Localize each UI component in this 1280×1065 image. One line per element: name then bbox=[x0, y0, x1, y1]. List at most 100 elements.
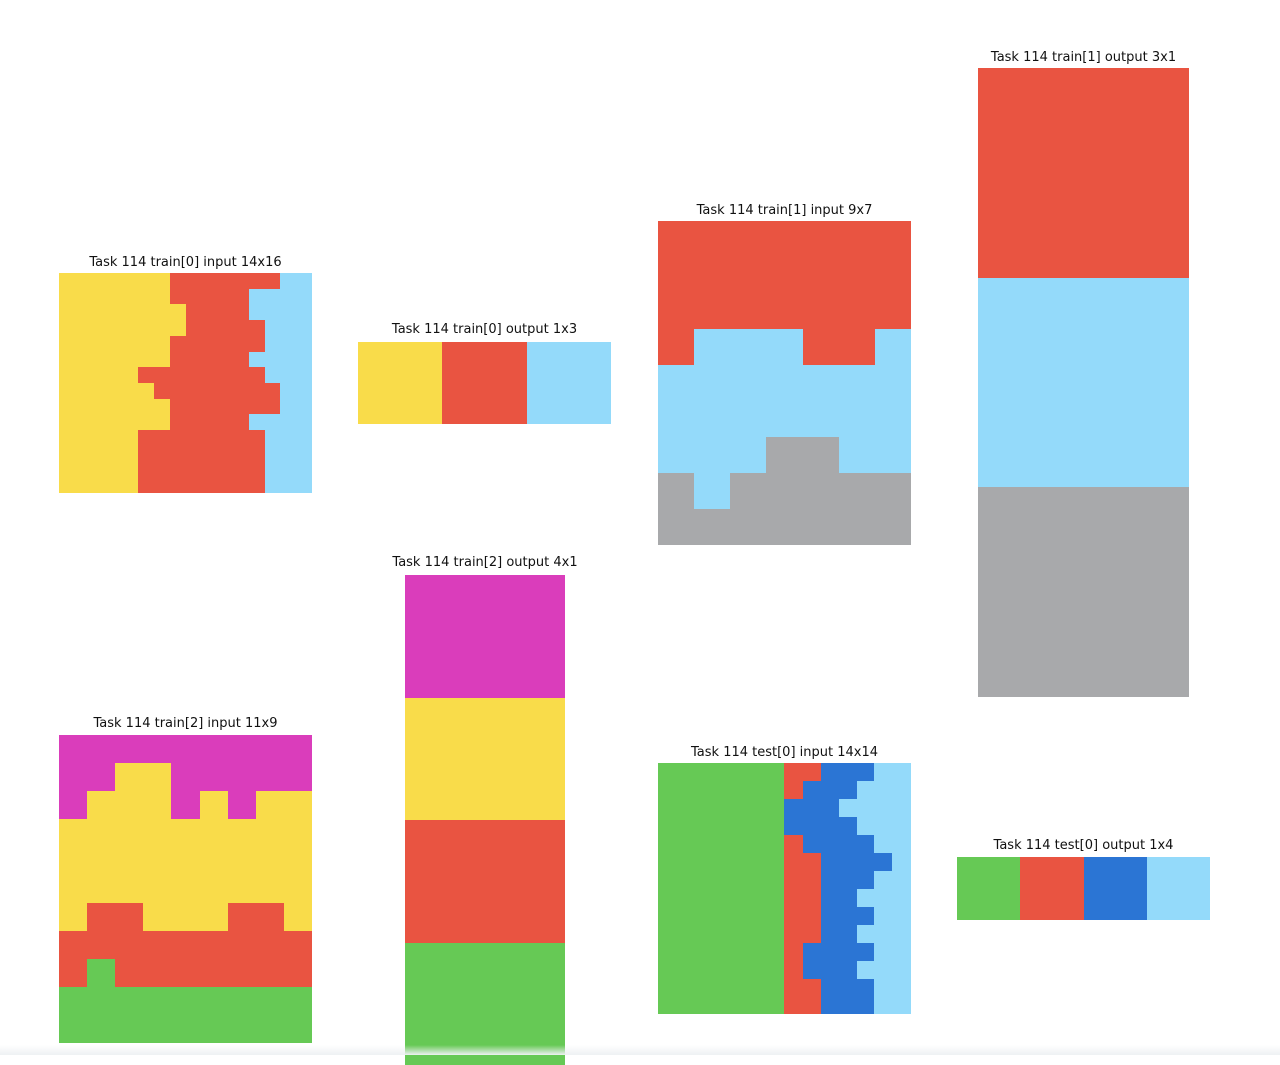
grid-cell bbox=[658, 509, 694, 545]
grid-cell bbox=[233, 273, 249, 289]
grid-cell bbox=[171, 903, 199, 931]
grid-cell bbox=[115, 735, 143, 763]
grid-cell bbox=[233, 399, 249, 415]
grid-cell bbox=[839, 257, 875, 293]
grid-cell bbox=[256, 819, 284, 847]
test-grid-overlay bbox=[658, 763, 911, 1014]
grid-cell bbox=[186, 477, 202, 493]
grid-cell bbox=[265, 336, 281, 352]
grid-cell bbox=[87, 959, 115, 987]
grid-cell bbox=[803, 437, 839, 473]
grid-cell bbox=[200, 847, 228, 875]
grid-cell bbox=[249, 383, 265, 399]
grid-cell bbox=[186, 399, 202, 415]
grid-cell bbox=[154, 320, 170, 336]
grid-cell bbox=[256, 987, 284, 1015]
grid-cell bbox=[87, 903, 115, 931]
grid-cell bbox=[186, 304, 202, 320]
grid-cell bbox=[106, 430, 122, 446]
grid-cell bbox=[122, 462, 138, 478]
grid-cell bbox=[87, 735, 115, 763]
panel-title: Task 114 train[0] input 14x16 bbox=[19, 255, 352, 270]
grid-cell bbox=[803, 221, 839, 257]
grid bbox=[957, 857, 1210, 920]
grid-cell bbox=[200, 931, 228, 959]
grid-cell bbox=[658, 365, 694, 401]
grid-cell bbox=[91, 352, 107, 368]
grid-cell bbox=[59, 336, 75, 352]
grid-cell bbox=[200, 987, 228, 1015]
grid-cell bbox=[228, 1015, 256, 1043]
grid-cell bbox=[405, 575, 565, 698]
grid-cell bbox=[75, 399, 91, 415]
grid-cell bbox=[170, 289, 186, 305]
grid-cell bbox=[59, 931, 87, 959]
grid-cell bbox=[59, 735, 87, 763]
grid-cell bbox=[217, 352, 233, 368]
grid-cell bbox=[839, 329, 875, 365]
grid-cell bbox=[694, 473, 730, 509]
grid-cell bbox=[143, 735, 171, 763]
grid-cell bbox=[59, 875, 87, 903]
grid-cell bbox=[91, 304, 107, 320]
grid-cell bbox=[143, 763, 171, 791]
grid-cell bbox=[296, 352, 312, 368]
grid-cell bbox=[233, 383, 249, 399]
grid-cell bbox=[122, 446, 138, 462]
grid-cell bbox=[75, 304, 91, 320]
panel-train-1-input: Task 114 train[1] input 9x7 bbox=[658, 203, 911, 545]
grid-cell bbox=[256, 875, 284, 903]
grid-cell bbox=[228, 987, 256, 1015]
grid-cell bbox=[170, 320, 186, 336]
grid-cell bbox=[122, 477, 138, 493]
grid-cell bbox=[265, 320, 281, 336]
grid-cell bbox=[170, 383, 186, 399]
grid-cell bbox=[265, 383, 281, 399]
grid-cell bbox=[803, 473, 839, 509]
grid-cell bbox=[256, 931, 284, 959]
grid-cell bbox=[694, 329, 730, 365]
grid-cell bbox=[87, 847, 115, 875]
panel-train-0-output: Task 114 train[0] output 1x3 bbox=[358, 322, 611, 424]
grid-cell bbox=[284, 875, 312, 903]
grid-cell bbox=[658, 401, 694, 437]
grid-cell bbox=[170, 414, 186, 430]
grid-cell bbox=[170, 367, 186, 383]
grid-cell bbox=[249, 446, 265, 462]
grid-cell bbox=[59, 1015, 87, 1043]
grid-cell bbox=[138, 477, 154, 493]
grid-cell bbox=[171, 763, 199, 791]
bottom-fade bbox=[0, 1045, 1280, 1055]
grid-cell bbox=[170, 462, 186, 478]
panel-title: Task 114 train[2] output 4x1 bbox=[365, 555, 605, 570]
grid-cell bbox=[280, 399, 296, 415]
grid-cell bbox=[217, 273, 233, 289]
grid-cell bbox=[284, 791, 312, 819]
grid-cell bbox=[154, 289, 170, 305]
grid-cell bbox=[59, 367, 75, 383]
grid-cell bbox=[171, 931, 199, 959]
grid-cell bbox=[122, 336, 138, 352]
grid-cell bbox=[978, 278, 1189, 488]
grid-cell bbox=[59, 383, 75, 399]
grid-cell bbox=[122, 320, 138, 336]
grid-cell bbox=[296, 320, 312, 336]
grid-cell bbox=[233, 414, 249, 430]
grid-cell bbox=[122, 399, 138, 415]
grid-cell bbox=[75, 367, 91, 383]
grid-cell bbox=[766, 365, 802, 401]
grid-cell bbox=[91, 477, 107, 493]
grid-cell bbox=[115, 959, 143, 987]
grid-cell bbox=[217, 336, 233, 352]
grid-cell bbox=[143, 903, 171, 931]
grid-cell bbox=[217, 320, 233, 336]
grid-cell bbox=[115, 987, 143, 1015]
grid-cell bbox=[75, 414, 91, 430]
grid-cell bbox=[171, 987, 199, 1015]
grid-cell bbox=[91, 446, 107, 462]
grid-cell bbox=[839, 473, 875, 509]
grid-cell bbox=[296, 399, 312, 415]
grid-cell bbox=[186, 414, 202, 430]
grid-cell bbox=[122, 289, 138, 305]
grid-cell bbox=[228, 875, 256, 903]
